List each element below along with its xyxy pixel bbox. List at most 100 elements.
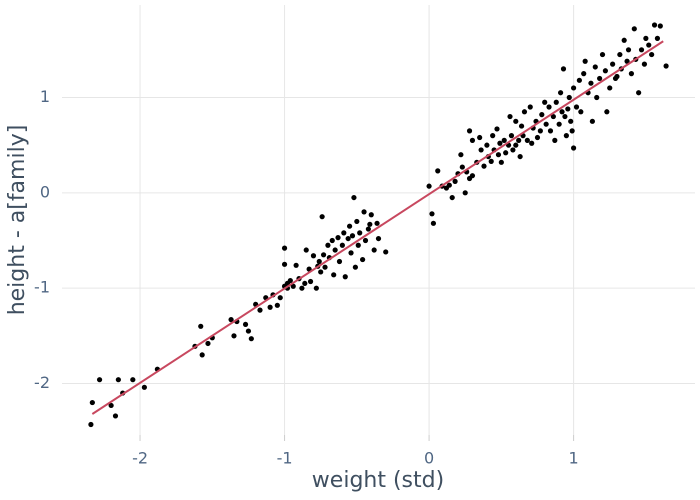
point xyxy=(435,168,441,174)
point xyxy=(318,269,324,275)
point xyxy=(494,126,500,132)
point xyxy=(625,47,632,53)
point xyxy=(481,163,487,169)
point xyxy=(357,230,363,236)
point xyxy=(336,258,343,265)
point xyxy=(141,384,147,390)
point xyxy=(552,137,558,143)
y-tick-label: 1 xyxy=(40,87,50,106)
point xyxy=(345,235,351,242)
point xyxy=(550,113,556,120)
point xyxy=(568,118,574,124)
point xyxy=(529,140,535,146)
point xyxy=(302,280,308,287)
point xyxy=(518,123,525,129)
point xyxy=(578,109,584,115)
point xyxy=(354,218,360,225)
point xyxy=(537,128,543,134)
point xyxy=(342,274,348,280)
point xyxy=(614,73,620,80)
point xyxy=(663,63,669,69)
point xyxy=(293,262,299,268)
point xyxy=(599,51,606,58)
x-axis-title: weight (std) xyxy=(312,468,444,493)
point xyxy=(383,249,389,255)
point xyxy=(507,113,513,120)
point xyxy=(547,128,554,134)
point xyxy=(589,118,595,124)
point xyxy=(654,35,661,41)
point xyxy=(646,42,652,48)
point xyxy=(559,109,565,115)
y-tick-label: -1 xyxy=(34,278,50,297)
point xyxy=(484,142,490,148)
point xyxy=(371,247,377,253)
point xyxy=(130,377,136,383)
point xyxy=(569,128,575,134)
point xyxy=(636,90,642,96)
point xyxy=(562,113,568,120)
point xyxy=(96,377,103,383)
point xyxy=(498,159,504,165)
point xyxy=(641,61,648,67)
point xyxy=(495,152,502,158)
point xyxy=(452,178,458,184)
y-axis-title: height - a[family] xyxy=(5,125,30,316)
point xyxy=(521,109,528,115)
x-tick-label: 1 xyxy=(569,449,579,468)
point xyxy=(581,71,587,77)
point xyxy=(320,252,327,258)
point xyxy=(543,121,549,127)
point xyxy=(624,58,630,64)
point xyxy=(503,150,509,156)
point xyxy=(527,104,533,110)
point xyxy=(319,214,325,220)
point xyxy=(449,194,455,201)
point xyxy=(556,121,562,127)
point xyxy=(325,242,331,248)
point xyxy=(231,333,237,339)
point xyxy=(524,137,530,143)
point xyxy=(597,75,603,82)
point xyxy=(267,304,273,310)
point xyxy=(341,230,347,236)
point xyxy=(513,118,519,124)
point xyxy=(287,277,293,284)
point xyxy=(199,352,205,358)
point xyxy=(306,266,312,272)
point xyxy=(501,137,507,143)
point xyxy=(316,258,322,265)
point xyxy=(290,283,296,289)
point xyxy=(462,190,468,196)
point xyxy=(497,140,503,146)
point xyxy=(112,413,119,419)
point xyxy=(349,233,356,239)
point xyxy=(553,99,559,105)
point xyxy=(281,261,288,267)
point xyxy=(607,85,613,91)
point xyxy=(546,104,552,110)
point xyxy=(429,211,435,217)
point xyxy=(469,173,476,179)
point xyxy=(458,152,464,158)
point xyxy=(488,158,494,164)
point xyxy=(88,421,94,428)
point xyxy=(557,90,564,96)
point xyxy=(332,247,338,253)
point xyxy=(355,242,361,248)
point xyxy=(617,51,623,58)
point xyxy=(89,399,95,406)
point xyxy=(375,235,382,242)
point xyxy=(571,145,577,151)
point xyxy=(331,272,337,278)
point xyxy=(565,106,571,112)
point xyxy=(365,226,371,232)
point xyxy=(592,64,598,70)
point xyxy=(628,71,635,77)
point xyxy=(303,247,309,253)
point xyxy=(248,336,254,342)
point xyxy=(299,285,305,291)
point xyxy=(573,104,580,110)
point xyxy=(351,194,357,201)
point xyxy=(602,68,608,74)
